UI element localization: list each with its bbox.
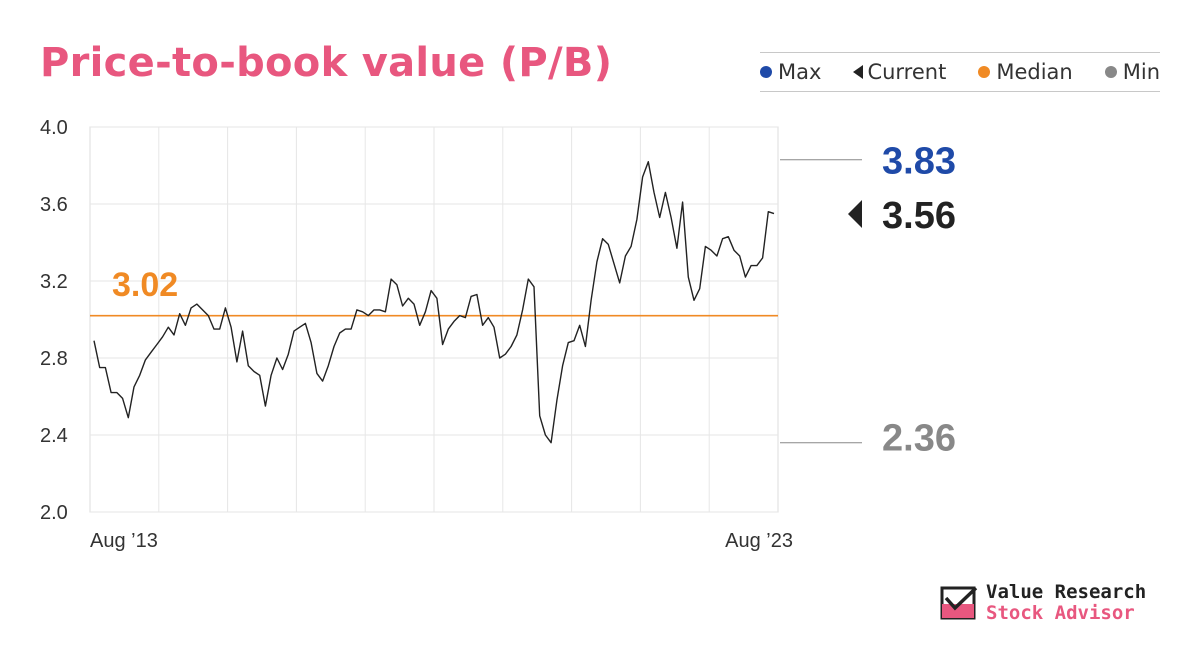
legend-current-label: Current bbox=[867, 60, 947, 84]
legend-min-label: Min bbox=[1122, 60, 1160, 84]
x-tick-label: Aug ’23 bbox=[725, 530, 793, 552]
brand-name: Value Research bbox=[986, 581, 1147, 603]
current-triangle-marker bbox=[848, 200, 862, 228]
brand-checkbox-icon bbox=[940, 586, 978, 620]
y-tick-label: 3.6 bbox=[40, 194, 68, 216]
legend-item-min: Min bbox=[1104, 60, 1160, 84]
chart-title: Price-to-book value (P/B) bbox=[40, 40, 613, 86]
median-dot-icon bbox=[978, 66, 991, 78]
max-value-label: 3.83 bbox=[882, 141, 956, 183]
y-tick-label: 2.8 bbox=[40, 348, 68, 370]
current-triangle-icon bbox=[853, 65, 864, 79]
x-tick-label: Aug ’13 bbox=[90, 530, 158, 552]
y-tick-label: 2.0 bbox=[40, 502, 68, 524]
legend: Max Current Median Min bbox=[760, 52, 1160, 92]
min-dot-icon bbox=[1104, 66, 1117, 78]
max-dot-icon bbox=[760, 66, 772, 78]
legend-item-current: Current bbox=[853, 60, 946, 84]
min-value-label: 2.36 bbox=[882, 418, 956, 460]
series-line bbox=[93, 160, 775, 444]
current-value-label: 3.56 bbox=[882, 195, 956, 237]
legend-median-label: Median bbox=[996, 60, 1073, 84]
legend-item-max: Max bbox=[760, 60, 821, 84]
brand-logo: Value Research Stock Advisor bbox=[940, 582, 1146, 624]
legend-item-median: Median bbox=[978, 60, 1073, 84]
legend-max-label: Max bbox=[778, 60, 822, 84]
y-tick-label: 3.2 bbox=[40, 271, 68, 293]
median-value-label: 3.02 bbox=[112, 266, 178, 304]
y-tick-label: 4.0 bbox=[40, 117, 68, 139]
brand-product: Stock Advisor bbox=[986, 602, 1135, 624]
y-tick-label: 2.4 bbox=[40, 425, 68, 447]
